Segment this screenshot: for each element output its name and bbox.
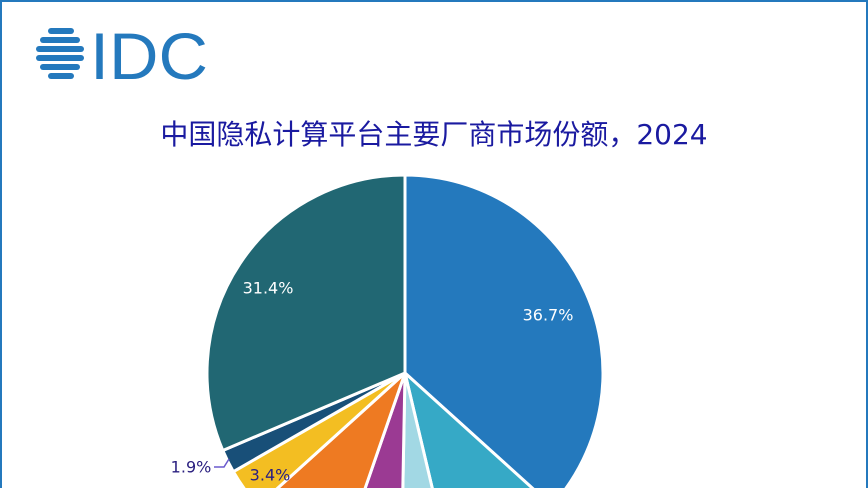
globe-icon — [36, 28, 84, 79]
slice-label: 36.7% — [523, 306, 574, 325]
idc-logo: IDC — [36, 24, 208, 84]
pie-slice — [205, 173, 407, 452]
pie-slice — [363, 371, 407, 488]
pie-slice — [403, 371, 535, 488]
pie-slice — [403, 173, 605, 488]
chart-title: 中国隐私计算平台主要厂商市场份额，2024 — [160, 118, 708, 151]
pie-slice — [401, 371, 434, 488]
slice-label: 1.9% — [171, 458, 212, 477]
logo-text: IDC — [90, 24, 208, 84]
leader-line — [214, 458, 230, 468]
slice-label: 31.4% — [243, 279, 294, 298]
slice-label: 3.4% — [250, 466, 291, 485]
